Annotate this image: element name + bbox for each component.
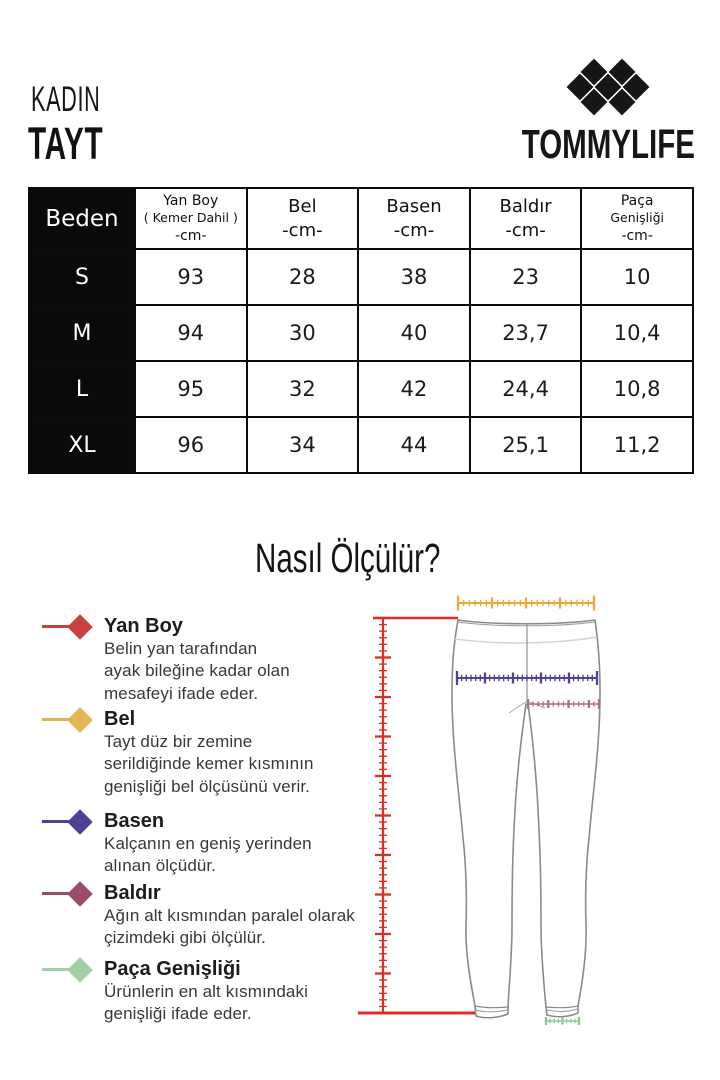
product-type-label: TAYT	[28, 118, 104, 169]
baldir-ruler	[526, 699, 601, 709]
column-header-yan-boy: Yan Boy ( Kemer Dahil ) -cm-	[134, 187, 248, 250]
table-cell: 40	[357, 304, 471, 362]
legend-item-basen: Basen Kalçanın en geniş yerinden alınan …	[42, 809, 372, 878]
table-row: S 93 28 38 23 10	[28, 248, 694, 306]
bel-ruler	[456, 595, 596, 611]
column-header-bel: Bel -cm-	[245, 187, 360, 250]
table-cell: 10,8	[580, 360, 694, 418]
table-cell: 44	[357, 416, 471, 474]
paca-ruler	[544, 1017, 581, 1025]
table-cell: 30	[245, 304, 360, 362]
legend-label: Baldır	[104, 882, 161, 904]
left-cuff-hem	[474, 1005, 509, 1009]
column-header-beden: Beden	[28, 187, 136, 250]
table-cell: 32	[245, 360, 360, 418]
legend-item-paca-genisligi: Paça Genişliği Ürünlerin en alt kısmında…	[42, 957, 372, 1026]
table-cell: 95	[134, 360, 248, 418]
table-cell: 93	[134, 248, 248, 306]
legend-item-yan-boy: Yan Boy Belin yan tarafından ayak bileği…	[42, 614, 372, 705]
table-cell: 96	[134, 416, 248, 474]
table-cell: 25,1	[468, 416, 583, 474]
legend-label: Bel	[104, 708, 136, 730]
paca-diamond-icon	[42, 957, 98, 983]
table-cell: 10,4	[580, 304, 694, 362]
yan-boy-diamond-icon	[42, 614, 98, 640]
table-cell: 24,4	[468, 360, 583, 418]
right-cuff-hem	[545, 1005, 579, 1009]
size-label: S	[28, 248, 136, 306]
yan-boy-ruler	[375, 616, 391, 1015]
legend-label: Yan Boy	[104, 615, 183, 637]
column-header-paca-genisligi: Paça Genişliği -cm-	[580, 187, 694, 250]
table-cell: 23,7	[468, 304, 583, 362]
basen-ruler	[455, 671, 599, 685]
table-cell: 94	[134, 304, 248, 362]
category-label: KADIN	[31, 80, 101, 119]
how-to-measure-title: Nasıl Ölçülür?	[255, 535, 441, 581]
legend-label: Paça Genişliği	[104, 958, 241, 980]
leggings-diagram	[358, 595, 601, 1025]
size-label: L	[28, 360, 136, 418]
table-cell: 42	[357, 360, 471, 418]
left-cuff-stitch	[475, 1009, 508, 1013]
table-cell: 11,2	[580, 416, 694, 474]
right-cuff-stitch	[546, 1008, 578, 1012]
table-row: XL 96 34 44 25,1 11,2	[28, 416, 694, 474]
table-header-row: Beden Yan Boy ( Kemer Dahil ) -cm- Bel -…	[28, 187, 694, 250]
brand-name: TOMMYLIFE	[521, 121, 695, 167]
basen-diamond-icon	[42, 809, 98, 835]
legend-item-bel: Bel Tayt düz bir zemine serildiğinde kem…	[42, 707, 372, 798]
size-label: XL	[28, 416, 136, 474]
baldir-diamond-icon	[42, 881, 98, 907]
table-cell: 28	[245, 248, 360, 306]
tommylife-diamonds-icon	[566, 58, 650, 116]
table-cell: 10	[580, 248, 694, 306]
bel-diamond-icon	[42, 707, 98, 733]
table-cell: 34	[245, 416, 360, 474]
crotch-seam-left	[508, 700, 528, 714]
legend-label: Basen	[104, 810, 165, 832]
column-header-baldir: Baldır -cm-	[468, 187, 583, 250]
table-row: L 95 32 42 24,4 10,8	[28, 360, 694, 418]
tommylife-logo: TOMMYLIFE	[516, 56, 700, 165]
size-table: Beden Yan Boy ( Kemer Dahil ) -cm- Bel -…	[28, 187, 694, 474]
table-cell: 23	[468, 248, 583, 306]
leggings-outline	[451, 619, 601, 1019]
column-header-basen: Basen -cm-	[357, 187, 471, 250]
table-cell: 38	[357, 248, 471, 306]
legend-item-baldir: Baldır Ağın alt kısmından paralel olarak…	[42, 881, 372, 950]
table-row: M 94 30 40 23,7 10,4	[28, 304, 694, 362]
size-label: M	[28, 304, 136, 362]
